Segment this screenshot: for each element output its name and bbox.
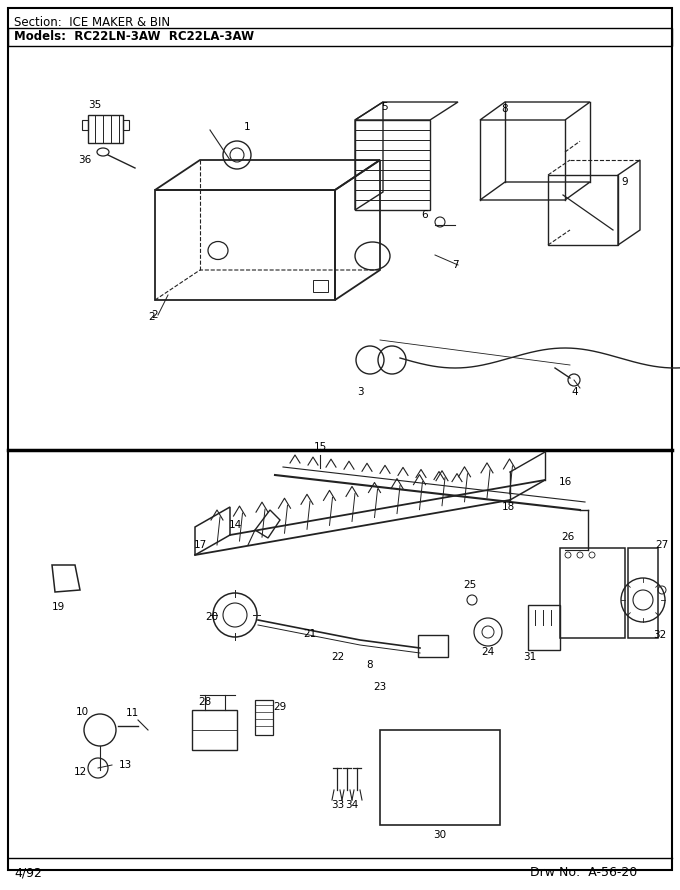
Bar: [123, 120, 129, 130]
Text: 33: 33: [331, 800, 345, 810]
Text: 17: 17: [193, 540, 207, 550]
Text: 29: 29: [273, 702, 287, 712]
Text: Section:  ICE MAKER & BIN: Section: ICE MAKER & BIN: [14, 15, 170, 28]
Text: 2: 2: [149, 312, 155, 322]
Text: 7: 7: [452, 260, 458, 270]
Text: 26: 26: [562, 532, 575, 542]
Text: 28: 28: [199, 697, 211, 707]
Text: 22: 22: [331, 652, 345, 662]
Text: 31: 31: [524, 652, 537, 662]
Bar: [82, 120, 88, 130]
Bar: [8, 28, 672, 46]
Text: Drw No:  A-56-20: Drw No: A-56-20: [530, 867, 637, 879]
Text: 25: 25: [463, 580, 477, 590]
Text: 15: 15: [313, 442, 326, 452]
Bar: [628, 548, 658, 638]
Bar: [313, 280, 328, 292]
Text: 11: 11: [125, 708, 139, 718]
Text: 4/92: 4/92: [14, 867, 42, 879]
Text: 6: 6: [422, 210, 428, 220]
Text: 18: 18: [501, 502, 515, 512]
Text: Models:  RC22LN-3AW  RC22LA-3AW: Models: RC22LN-3AW RC22LA-3AW: [14, 30, 254, 44]
Text: 13: 13: [118, 760, 132, 770]
Text: 2: 2: [152, 310, 158, 320]
Text: 14: 14: [228, 520, 242, 530]
Text: 1: 1: [243, 122, 250, 132]
Bar: [560, 548, 625, 638]
Text: 4: 4: [572, 387, 578, 397]
Text: 24: 24: [481, 647, 494, 657]
Bar: [192, 710, 237, 750]
Text: 23: 23: [373, 682, 387, 692]
Text: 10: 10: [75, 707, 88, 717]
Text: 9: 9: [622, 177, 628, 187]
Bar: [418, 635, 448, 657]
Text: 3: 3: [357, 387, 363, 397]
Text: 30: 30: [433, 830, 447, 840]
Text: 34: 34: [345, 800, 358, 810]
Bar: [88, 115, 123, 143]
Bar: [380, 730, 500, 825]
Text: 20: 20: [205, 612, 218, 622]
Text: 21: 21: [303, 629, 317, 639]
Bar: [255, 700, 273, 735]
Text: 36: 36: [78, 155, 92, 165]
Text: 5: 5: [381, 102, 388, 112]
Text: 27: 27: [656, 540, 668, 550]
Text: 19: 19: [52, 602, 65, 612]
Text: 8: 8: [367, 660, 373, 670]
Text: 32: 32: [653, 630, 666, 640]
Text: 16: 16: [558, 477, 572, 487]
Text: 35: 35: [88, 100, 101, 110]
Bar: [528, 605, 560, 650]
Text: 8: 8: [502, 104, 509, 114]
Text: 12: 12: [73, 767, 86, 777]
